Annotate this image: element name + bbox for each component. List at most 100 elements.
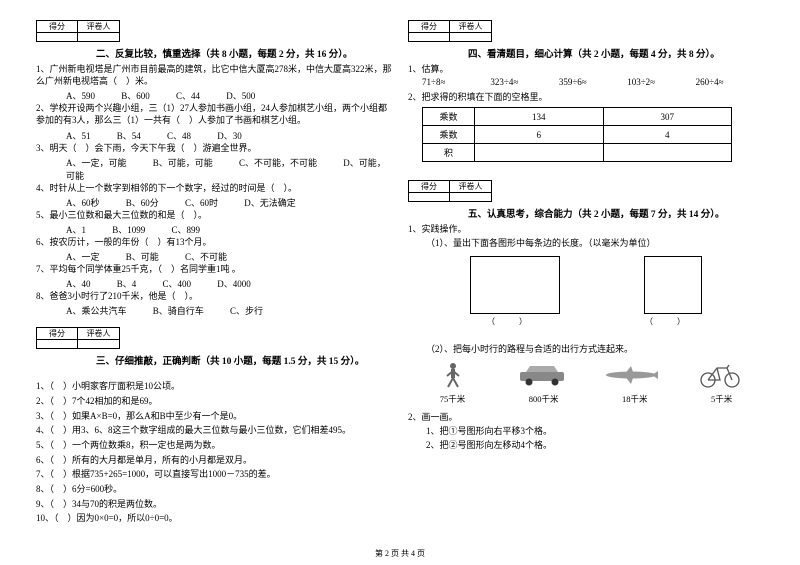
c: A、40 xyxy=(66,279,91,289)
c: A、一定，可能 xyxy=(66,158,127,168)
c: A、590 xyxy=(66,91,95,101)
c: D、4000 xyxy=(217,279,251,289)
cell: 乘数 xyxy=(423,126,475,144)
j8: 8、（ ）6分=600秒。 xyxy=(36,483,392,495)
j5: 5、（ ）一个两位数乘8，积一定也是两为数。 xyxy=(36,439,392,451)
c: C、不可能 xyxy=(185,252,227,262)
j6: 6、（ ）所有的大月都是单月，所有的小月都是双月。 xyxy=(36,454,392,466)
c: C、400 xyxy=(163,279,192,289)
q2-8-choices: A、乘公共汽车 B、骑自行车 C、步行 xyxy=(36,304,392,317)
q2-5: 5、最小三位数和最大三位数的和是（ ）。 xyxy=(36,209,392,221)
j1: 1、（ ）小明家客厅面积是10公顷。 xyxy=(36,380,392,392)
c: C、48 xyxy=(167,131,191,141)
c: D、500 xyxy=(226,91,255,101)
q2-5-choices: A、1 B、1099 C、899 xyxy=(36,223,392,236)
bike-icon xyxy=(693,361,747,389)
left-column: 得分 评卷人 二、反复比较，慎重选择（共 8 小题，每题 2 分，共 16 分）… xyxy=(28,20,400,557)
j2: 2、（ ）7个42相加的和是69。 xyxy=(36,395,392,407)
calc: 71÷8≈ xyxy=(422,77,490,87)
cell: 134 xyxy=(475,108,604,126)
calc: 359÷6≈ xyxy=(559,77,627,87)
q5-1-1: （1）、量出下面各图形中每条边的长度。（以毫米为单位） xyxy=(408,237,764,249)
right-column: 得分 评卷人 四、看清题目，细心计算（共 2 小题，每题 4 分，共 8 分）。… xyxy=(400,20,772,557)
q2-4: 4、时针从上一个数字到相邻的下一个数字，经过的时间是（ ）。 xyxy=(36,182,392,194)
score-label: 得分 xyxy=(37,328,78,348)
c: A、60秒 xyxy=(66,198,100,208)
c: D、无法确定 xyxy=(244,198,296,208)
c: C、44 xyxy=(176,91,200,101)
plane-icon xyxy=(604,361,658,389)
score-label: 得分 xyxy=(409,181,450,201)
section-4-title: 四、看清题目，细心计算（共 2 小题，每题 4 分，共 8 分）。 xyxy=(408,46,764,60)
page-footer: 第 2 页 共 4 页 xyxy=(375,548,425,559)
transport-row xyxy=(408,361,764,389)
tl: 18千米 xyxy=(622,393,648,405)
grader-label: 评卷人 xyxy=(450,181,491,201)
q2-4-choices: A、60秒 B、60分 C、60时 D、无法确定 xyxy=(36,196,392,209)
q2-2: 2、学校开设两个兴趣小组，三（1）27人参加书画小组，24人参加棋艺小组，两个小… xyxy=(36,102,392,126)
q5-2: 2、画一画。 xyxy=(408,411,764,423)
c: B、可能，可能 xyxy=(153,158,213,168)
c: B、1099 xyxy=(112,225,145,235)
table-row: 乘数 6 4 xyxy=(423,126,732,144)
transport-labels: 75千米 800千米 18千米 5千米 xyxy=(408,393,764,405)
j3: 3、（ ）如果A×B=0，那么A和B中至少有一个是0。 xyxy=(36,410,392,422)
score-text: 得分 xyxy=(409,21,449,32)
j7: 7、（ ）根据735+265=1000，可以直接写出1000－735的差。 xyxy=(36,468,392,480)
section-5-title: 五、认真思考，综合能力（共 2 小题，每题 7 分，共 14 分）。 xyxy=(408,206,764,220)
cell xyxy=(475,144,604,162)
product-table: 乘数 134 307 乘数 6 4 积 xyxy=(422,107,732,162)
grader-label: 评卷人 xyxy=(78,21,119,41)
q2-3: 3、明天（ ）会下雨，今天下午我（ ）游遍全世界。 xyxy=(36,142,392,154)
cell: 4 xyxy=(603,126,732,144)
grader-text: 评卷人 xyxy=(450,21,491,32)
q2-1-choices: A、590 B、600 C、44 D、500 xyxy=(36,89,392,102)
tl: 5千米 xyxy=(711,393,732,405)
tl: 75千米 xyxy=(440,393,466,405)
j10: 10、（ ）因为0×0=0，所以0÷0=0。 xyxy=(36,512,392,524)
grader-text: 评卷人 xyxy=(78,328,119,339)
score-label: 得分 xyxy=(409,21,450,41)
q2-6: 6、按农历计，一般的年份（ ）有13个月。 xyxy=(36,236,392,248)
calc: 260÷4≈ xyxy=(696,77,764,87)
q4-1: 1、估算。 xyxy=(408,63,764,75)
cell xyxy=(603,144,732,162)
c: A、一定 xyxy=(66,252,100,262)
score-text: 得分 xyxy=(37,328,77,339)
c: B、骑自行车 xyxy=(153,306,204,316)
score-text: 得分 xyxy=(37,21,77,32)
c: B、600 xyxy=(121,91,150,101)
q4-2: 2、把求得的积填在下面的空格里。 xyxy=(408,91,764,103)
score-text: 得分 xyxy=(409,181,449,192)
q2-2-choices: A、51 B、54 C、48 D、30 xyxy=(36,129,392,142)
c: A、1 xyxy=(66,225,86,235)
j9: 9、（ ）34与70的积是两位数。 xyxy=(36,498,392,510)
c: B、可能 xyxy=(126,252,159,262)
q5-1-2: （2）、把每小时行的路程与合适的出行方式连起来。 xyxy=(408,343,764,355)
score-label: 得分 xyxy=(37,21,78,41)
q5-2a: 1、把①号图形向右平移3个格。 xyxy=(408,425,764,437)
score-box-4: 得分 评卷人 xyxy=(408,20,492,42)
grader-text: 评卷人 xyxy=(450,181,491,192)
q2-7: 7、平均每个同学体重25千克，（ ）名同学重1吨 。 xyxy=(36,263,392,275)
score-box-3: 得分 评卷人 xyxy=(36,327,120,349)
c: D、30 xyxy=(217,131,242,141)
judge-list: 1、（ ）小明家客厅面积是10公顷。 2、（ ）7个42相加的和是69。 3、（… xyxy=(36,380,392,524)
shape-rect-2 xyxy=(644,256,702,314)
q2-3-choices: A、一定，可能 B、可能，可能 C、不可能，不可能 D、可能，可能 xyxy=(36,156,392,182)
grader-text: 评卷人 xyxy=(78,21,119,32)
grader-label: 评卷人 xyxy=(78,328,119,348)
shapes xyxy=(408,256,764,314)
car-icon xyxy=(515,361,569,389)
cell: 307 xyxy=(603,108,732,126)
c: C、60时 xyxy=(185,198,218,208)
c: B、4 xyxy=(117,279,137,289)
table-row: 乘数 134 307 xyxy=(423,108,732,126)
score-box-2: 得分 评卷人 xyxy=(36,20,120,42)
c: A、乘公共汽车 xyxy=(66,306,127,316)
shape-label: （ ） xyxy=(645,316,685,327)
shape-labels: （ ） （ ） xyxy=(408,316,764,327)
table-row: 积 xyxy=(423,144,732,162)
c: B、54 xyxy=(117,131,141,141)
calc: 103÷2≈ xyxy=(627,77,695,87)
